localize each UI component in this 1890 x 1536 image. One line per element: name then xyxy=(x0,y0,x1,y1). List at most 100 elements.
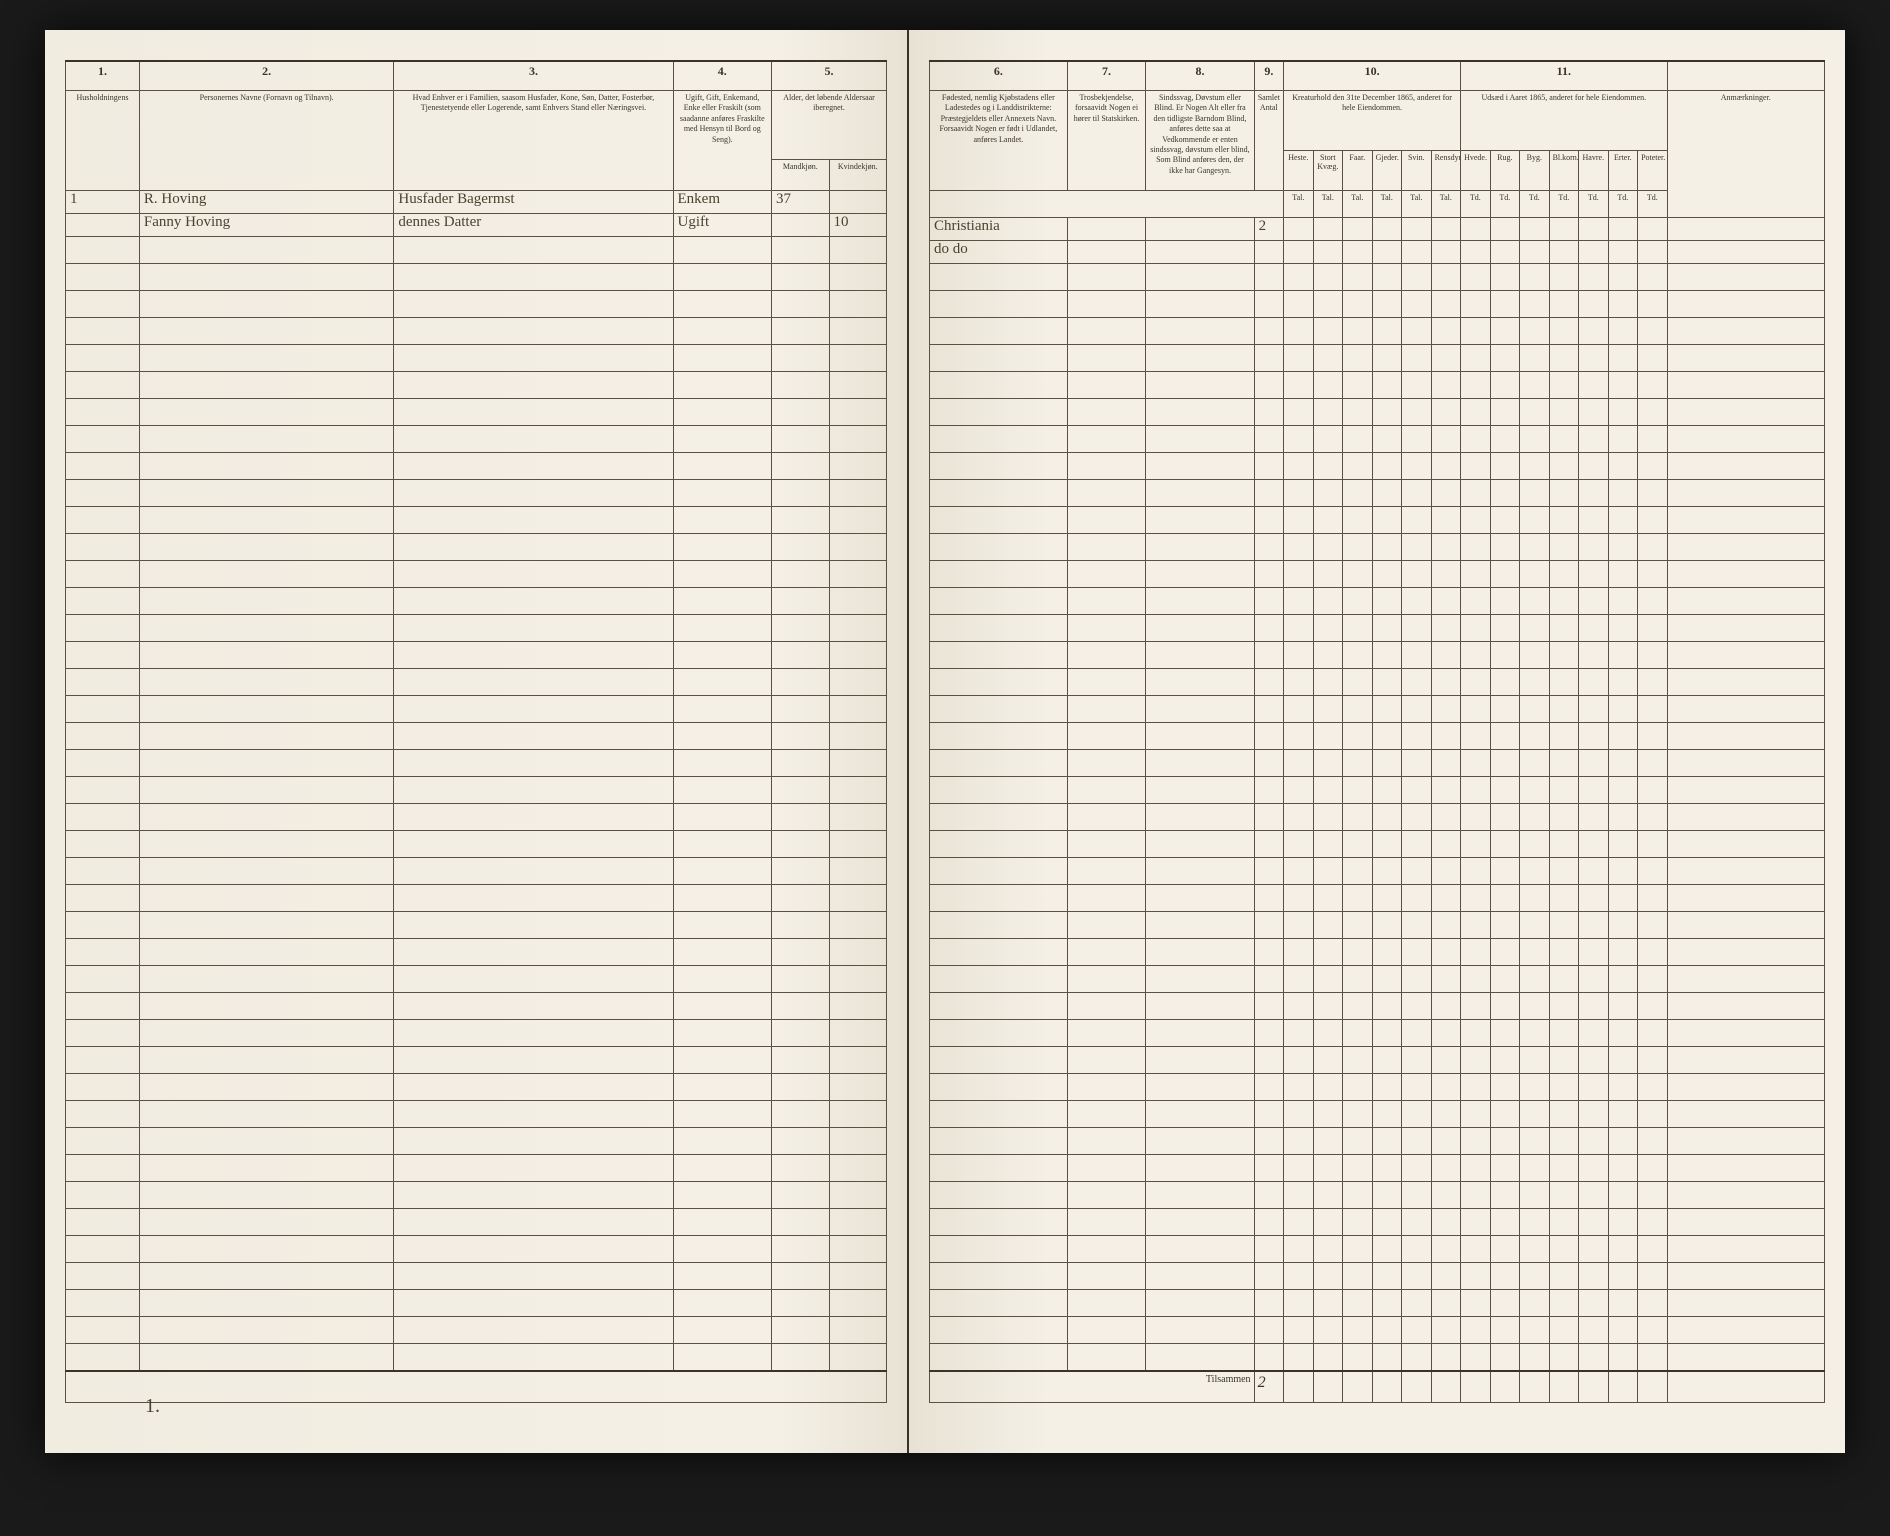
footer-row: Tilsammen 2 xyxy=(930,1371,1825,1403)
empty-rows xyxy=(66,237,887,1372)
empty-row xyxy=(66,723,887,750)
unit-td: Td. xyxy=(1579,191,1609,218)
empty-row xyxy=(930,885,1825,912)
empty-row xyxy=(66,453,887,480)
empty-row xyxy=(66,912,887,939)
empty-row xyxy=(930,912,1825,939)
unit-td: Td. xyxy=(1549,191,1579,218)
unit-tal: Tal. xyxy=(1372,191,1402,218)
cell-place: do do xyxy=(930,241,1068,264)
col-num-7: 7. xyxy=(1067,61,1146,91)
unit-td: Td. xyxy=(1520,191,1550,218)
footer-label: Tilsammen xyxy=(930,1371,1255,1403)
empty-row xyxy=(930,1263,1825,1290)
empty-row xyxy=(930,372,1825,399)
header-role: Hvad Enhver er i Familien, saasom Husfad… xyxy=(394,91,673,191)
col-num-2: 2. xyxy=(139,61,394,91)
cell-age-f: 10 xyxy=(829,214,887,237)
empty-row xyxy=(66,1317,887,1344)
cell-num: 1 xyxy=(66,191,140,214)
empty-row xyxy=(66,993,887,1020)
unit-td: Td. xyxy=(1608,191,1638,218)
header-row: Fødested, nemlig Kjøbstadens eller Lades… xyxy=(930,91,1825,151)
empty-row xyxy=(930,1101,1825,1128)
empty-row xyxy=(66,480,887,507)
sub-hvede: Hvede. xyxy=(1461,150,1491,190)
empty-row xyxy=(66,750,887,777)
cell-age-m: 37 xyxy=(772,191,829,214)
empty-row xyxy=(930,264,1825,291)
empty-row xyxy=(66,588,887,615)
cell-status: Enkem xyxy=(673,191,772,214)
table-row: Fanny Hoving dennes Datter Ugift 10 xyxy=(66,214,887,237)
unit-tal: Tal. xyxy=(1284,191,1314,218)
cell-role: dennes Datter xyxy=(394,214,673,237)
left-table: 1. 2. 3. 4. 5. Husholdningens Personerne… xyxy=(65,60,887,1403)
empty-row xyxy=(930,858,1825,885)
empty-row xyxy=(66,1101,887,1128)
empty-row xyxy=(66,237,887,264)
empty-row xyxy=(66,1074,887,1101)
empty-row xyxy=(66,696,887,723)
footer-total: 2 xyxy=(1254,1371,1284,1403)
header-remarks: Anmærkninger. xyxy=(1667,91,1824,218)
header-livestock: Kreaturhold den 31te December 1865, ande… xyxy=(1284,91,1461,151)
col-num-3: 3. xyxy=(394,61,673,91)
col-num-4: 4. xyxy=(673,61,772,91)
empty-row xyxy=(930,588,1825,615)
unit-td: Td. xyxy=(1461,191,1491,218)
table-row: Christiania 2 xyxy=(930,218,1825,241)
empty-row xyxy=(930,291,1825,318)
empty-row xyxy=(930,480,1825,507)
footer-row xyxy=(66,1371,887,1403)
empty-row xyxy=(66,372,887,399)
cell-status: Ugift xyxy=(673,214,772,237)
empty-row xyxy=(66,1263,887,1290)
empty-row xyxy=(930,993,1825,1020)
empty-row xyxy=(66,1182,887,1209)
empty-row xyxy=(930,831,1825,858)
empty-row xyxy=(930,696,1825,723)
empty-row xyxy=(66,777,887,804)
sub-rug: Rug. xyxy=(1490,150,1520,190)
empty-row xyxy=(66,615,887,642)
cell-age-m xyxy=(772,214,829,237)
cell-name: Fanny Hoving xyxy=(139,214,394,237)
table-row: 1 R. Hoving Husfader Bagermst Enkem 37 xyxy=(66,191,887,214)
page-mark: 1. xyxy=(145,1395,160,1418)
empty-row xyxy=(66,1020,887,1047)
header-age-male: Mandkjøn. xyxy=(772,159,829,190)
empty-row xyxy=(66,885,887,912)
header-names: Personernes Navne (Fornavn og Tilnavn). xyxy=(139,91,394,191)
empty-row xyxy=(66,1128,887,1155)
empty-rows xyxy=(930,264,1825,1372)
footer-cell xyxy=(66,1371,887,1403)
empty-row xyxy=(66,1209,887,1236)
header-age-female: Kvindekjøn. xyxy=(829,159,887,190)
cell-name: R. Hoving xyxy=(139,191,394,214)
empty-row xyxy=(930,345,1825,372)
sub-gjeder: Gjeder. xyxy=(1372,150,1402,190)
col-num-6: 6. xyxy=(930,61,1068,91)
ledger-book: 1. 2. 3. 4. 5. Husholdningens Personerne… xyxy=(45,30,1845,1453)
empty-row xyxy=(66,345,887,372)
empty-row xyxy=(66,966,887,993)
sub-rensdyr: Rensdyr. xyxy=(1431,150,1461,190)
sub-byg: Byg. xyxy=(1520,150,1550,190)
col-num-10: 10. xyxy=(1284,61,1461,91)
empty-row xyxy=(930,777,1825,804)
sub-erter: Erter. xyxy=(1608,150,1638,190)
sub-faar: Faar. xyxy=(1343,150,1373,190)
right-table: 6. 7. 8. 9. 10. 11. Fødested, nemlig Kjø… xyxy=(929,60,1825,1403)
empty-row xyxy=(930,318,1825,345)
empty-row xyxy=(930,615,1825,642)
empty-row xyxy=(930,1317,1825,1344)
cell-remarks xyxy=(1667,218,1824,241)
unit-tal: Tal. xyxy=(1402,191,1432,218)
column-number-row: 1. 2. 3. 4. 5. xyxy=(66,61,887,91)
unit-tal: Tal. xyxy=(1343,191,1373,218)
header-age: Alder, det løbende Aldersaar iberegnet. xyxy=(772,91,887,160)
empty-row xyxy=(930,1128,1825,1155)
empty-row xyxy=(930,453,1825,480)
empty-row xyxy=(930,939,1825,966)
